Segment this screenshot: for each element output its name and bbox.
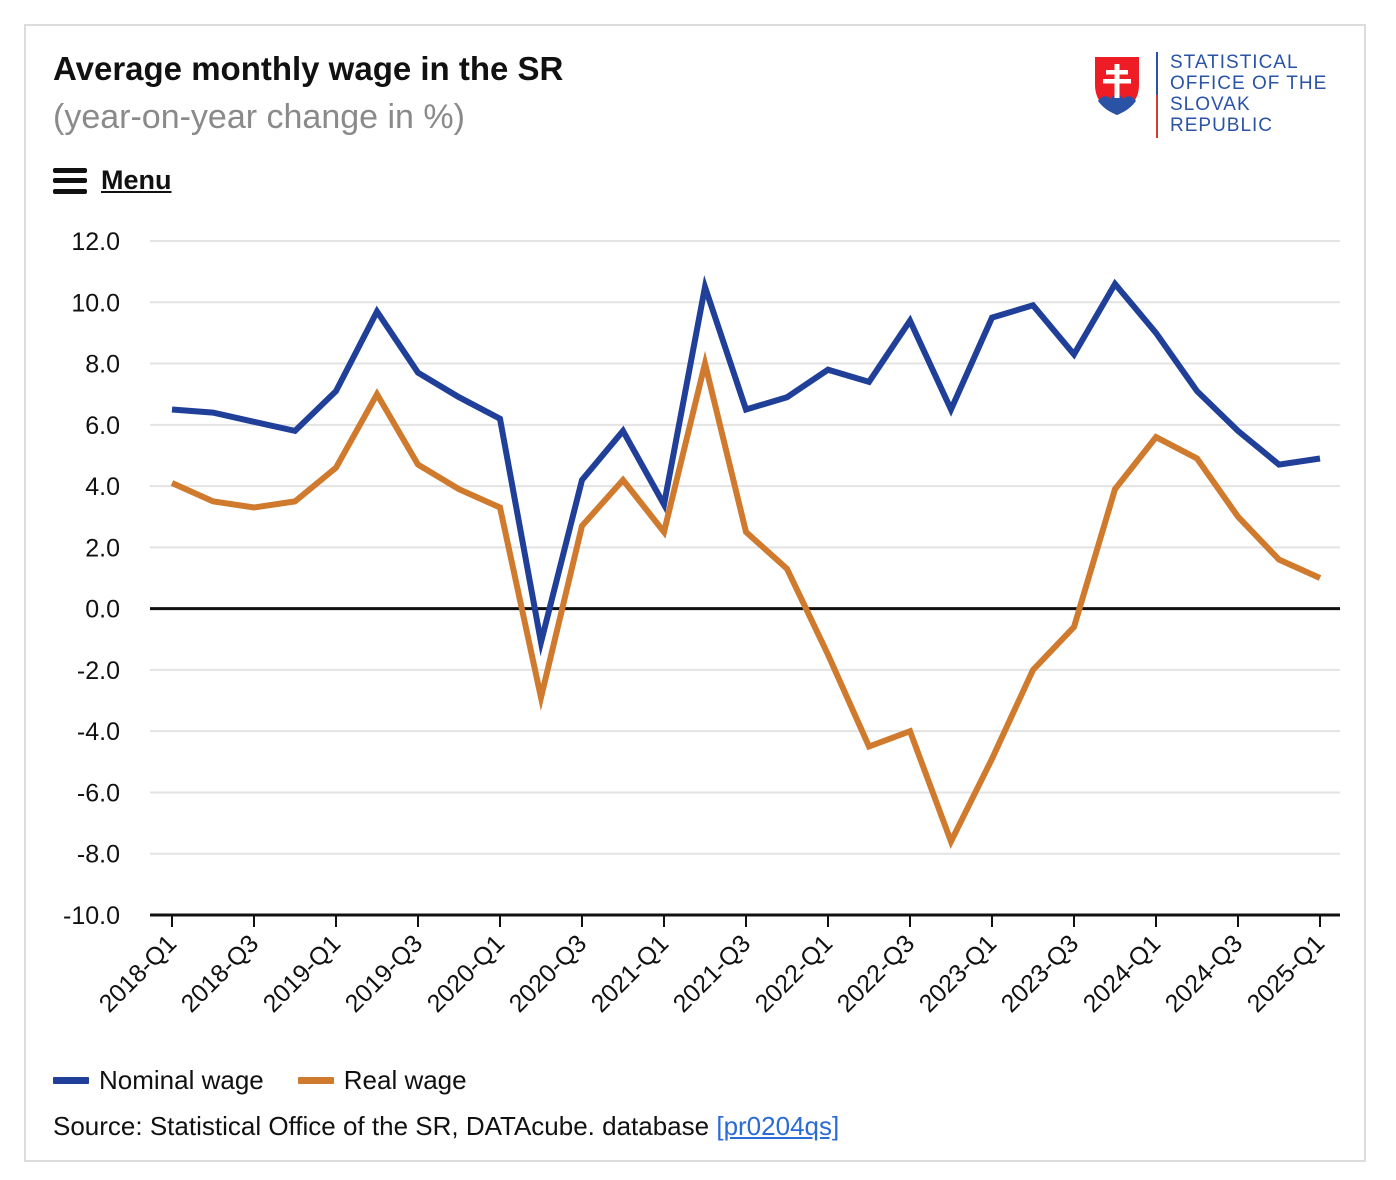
logo-divider xyxy=(1156,52,1158,138)
x-tick-label: 2021-Q3 xyxy=(668,929,757,1018)
x-tick-label: 2024-Q3 xyxy=(1160,929,1249,1018)
hamburger-menu-icon xyxy=(53,167,87,194)
legend-item-real-wage[interactable]: Real wage xyxy=(297,1065,467,1096)
x-tick-label: 2025-Q1 xyxy=(1242,929,1331,1018)
x-tick-label: 2018-Q3 xyxy=(176,929,265,1018)
chart-title: Average monthly wage in the SR xyxy=(53,50,564,87)
y-tick-label: 6.0 xyxy=(85,412,120,440)
legend-swatch-nominal xyxy=(53,1077,89,1084)
x-tick-label: 2019-Q3 xyxy=(340,929,429,1018)
legend-swatch-real xyxy=(297,1077,334,1084)
x-tick-label: 2024-Q1 xyxy=(1078,929,1167,1018)
x-tick-label: 2020-Q1 xyxy=(422,929,511,1018)
x-tick-label: 2022-Q1 xyxy=(750,929,839,1018)
x-tick-label: 2021-Q1 xyxy=(586,929,675,1018)
y-tick-label: 2.0 xyxy=(85,534,120,562)
y-tick-label: -2.0 xyxy=(77,657,120,685)
source-link[interactable]: [pr0204qs] xyxy=(716,1111,840,1141)
x-tick-label: 2018-Q1 xyxy=(94,929,183,1018)
logo-text: STATISTICAL OFFICE OF THE SLOVAK REPUBLI… xyxy=(1170,52,1328,136)
y-tick-label: -4.0 xyxy=(77,718,120,746)
y-tick-label: 12.0 xyxy=(71,228,120,256)
x-tick-label: 2022-Q3 xyxy=(832,929,921,1018)
y-tick-label: -10.0 xyxy=(63,902,120,930)
x-tick-label: 2023-Q3 xyxy=(996,929,1085,1018)
legend-label-nominal: Nominal wage xyxy=(99,1065,264,1095)
source-text: Source: Statistical Office of the SR, DA… xyxy=(53,1111,710,1141)
x-tick-label: 2019-Q1 xyxy=(258,929,347,1018)
legend: Nominal wage Real wage xyxy=(53,1065,501,1096)
y-tick-label: 10.0 xyxy=(71,289,120,317)
statistical-office-logo[interactable]: STATISTICAL OFFICE OF THE SLOVAK REPUBLI… xyxy=(1092,52,1350,138)
y-tick-label: -6.0 xyxy=(77,779,120,807)
slovak-coat-of-arms-icon xyxy=(1095,57,1139,115)
legend-label-real: Real wage xyxy=(343,1065,467,1095)
x-tick-label: 2023-Q1 xyxy=(914,929,1003,1018)
y-tick-label: 8.0 xyxy=(85,351,120,379)
menu-button[interactable]: Menu xyxy=(53,165,172,196)
source-note: Source: Statistical Office of the SR, DA… xyxy=(53,1111,839,1142)
x-tick-label: 2020-Q3 xyxy=(504,929,593,1018)
y-tick-label: -8.0 xyxy=(77,841,120,869)
chart-container xyxy=(24,24,1366,1162)
legend-item-nominal-wage[interactable]: Nominal wage xyxy=(53,1065,264,1096)
menu-label: Menu xyxy=(101,165,172,195)
y-tick-label: 4.0 xyxy=(85,473,120,501)
chart-subtitle: (year-on-year change in %) xyxy=(53,98,465,136)
y-tick-label: 0.0 xyxy=(85,596,120,624)
series-line-nominal-wage xyxy=(171,275,1321,657)
series-line-real-wage xyxy=(170,350,1322,850)
